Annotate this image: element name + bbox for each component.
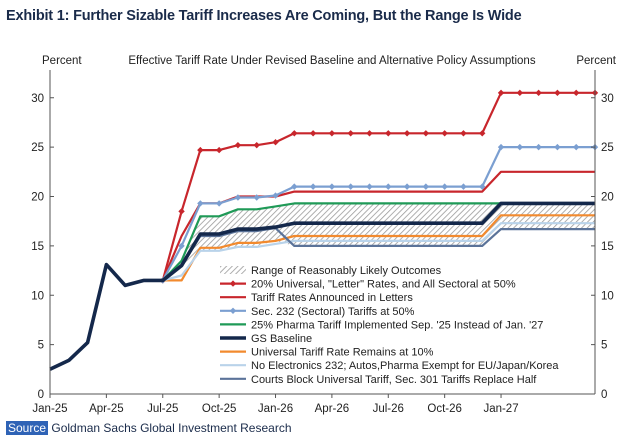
series-1-point: [516, 89, 524, 97]
x-tick-label: Apr-26: [315, 403, 350, 415]
legend-label: No Electronics 232; Autos,Pharma Exempt …: [251, 360, 559, 372]
series-1-point: [385, 130, 392, 137]
exhibit-title: Exhibit 1: Further Sizable Tariff Increa…: [6, 8, 522, 24]
y-tick-label-right: 15: [601, 241, 614, 253]
legend-swatch-range-band: [220, 266, 246, 274]
y-tick-label-left: 0: [38, 389, 44, 401]
y-tick-label-right: 10: [601, 290, 614, 302]
series-1-point: [291, 130, 298, 137]
legend-label: Range of Reasonably Likely Outcomes: [251, 265, 442, 277]
series-1-point: [460, 130, 467, 137]
tariff-rate-chart: Effective Tariff Rate Under Revised Base…: [31, 55, 617, 415]
x-tick-label: Jul-26: [373, 403, 404, 415]
legend-marker: [229, 307, 237, 314]
legend-label: 25% Pharma Tariff Implemented Sep. '25 I…: [251, 319, 543, 331]
series-1-point: [215, 146, 223, 154]
series-3-point: [253, 194, 260, 201]
series-3-point: [215, 200, 223, 207]
legend-label: Universal Tariff Rate Remains at 10%: [251, 347, 434, 359]
series-line-5: [49, 201, 595, 371]
y-tick-label-left: 20: [31, 192, 44, 204]
x-tick-label: Jul-25: [147, 403, 178, 415]
legend-marker: [229, 280, 237, 287]
y-axis-left-label: Percent: [42, 55, 82, 67]
y-tick-label-right: 25: [601, 142, 614, 154]
y-tick-label-right: 30: [601, 93, 614, 105]
legend-label: 20% Universal, "Letter" Rates, and All S…: [251, 279, 516, 291]
series-1-point: [479, 130, 486, 137]
y-tick-label-right: 20: [601, 192, 614, 204]
legend-label: GS Baseline: [251, 333, 312, 345]
source-label: Source: [6, 421, 49, 435]
y-tick-label-left: 25: [31, 142, 44, 154]
series-3-point: [366, 183, 373, 190]
series-3-point: [178, 242, 185, 250]
series-1-point: [535, 89, 542, 97]
x-tick-label: Oct-25: [202, 403, 237, 415]
x-tick-label: Jan-26: [258, 403, 293, 415]
y-axis-right-label: Percent: [576, 55, 616, 67]
series-1-point: [403, 130, 411, 137]
series-line-7: [162, 222, 595, 282]
series-1-point: [272, 138, 279, 146]
series-3-point: [291, 183, 298, 190]
source-text: Goldman Sachs Global Investment Research: [51, 421, 292, 435]
series-1-point: [554, 89, 561, 97]
series-1-point: [347, 130, 354, 137]
series-3-point: [554, 143, 561, 151]
x-tick-label: Jan-25: [32, 403, 67, 415]
y-tick-label-left: 10: [31, 290, 44, 302]
series-3-point: [497, 143, 505, 151]
series-1-point: [441, 130, 448, 137]
series-3-point: [197, 200, 204, 207]
series-3-point: [309, 183, 317, 190]
series-3-point: [441, 183, 448, 190]
series-3-point: [535, 143, 542, 151]
series-1-point: [178, 208, 185, 215]
series-1-point: [366, 130, 373, 137]
series-line-4: [162, 202, 595, 282]
series-1-point: [234, 141, 242, 149]
series-3-point: [573, 143, 580, 151]
series-1-point: [573, 89, 580, 97]
y-tick-label-right: 0: [601, 389, 607, 401]
series-3-point: [347, 183, 354, 190]
series-3-point: [403, 183, 411, 190]
x-tick-label: Apr-25: [89, 403, 124, 415]
series-1-point: [422, 130, 430, 137]
series-3-point: [422, 183, 430, 190]
series-3-point: [479, 183, 486, 190]
series-3-point: [328, 183, 336, 190]
y-tick-label-left: 15: [31, 241, 44, 253]
x-tick-label: Jan-27: [483, 403, 518, 415]
series-3-point: [234, 194, 242, 201]
series-1-point: [253, 141, 260, 149]
legend-label: Sec. 232 (Sectoral) Tariffs at 50%: [251, 306, 415, 318]
series-1-point: [309, 130, 317, 137]
legend-label: Courts Block Universal Tariff, Sec. 301 …: [251, 374, 537, 386]
source-note: Source Goldman Sachs Global Investment R…: [6, 421, 292, 435]
y-tick-label-left: 30: [31, 93, 44, 105]
chart-title: Effective Tariff Rate Under Revised Base…: [128, 55, 535, 67]
series-1-point: [497, 89, 505, 97]
series-3-point: [385, 183, 392, 190]
x-tick-label: Oct-26: [427, 403, 462, 415]
legend-label: Tariff Rates Announced in Letters: [251, 292, 413, 304]
series-1-point: [197, 146, 204, 154]
series-3-point: [516, 143, 524, 151]
series-3-point: [272, 192, 279, 199]
y-tick-label-left: 5: [38, 340, 44, 352]
series-1-point: [328, 130, 336, 137]
y-tick-label-right: 5: [601, 340, 607, 352]
series-3-point: [460, 183, 467, 190]
